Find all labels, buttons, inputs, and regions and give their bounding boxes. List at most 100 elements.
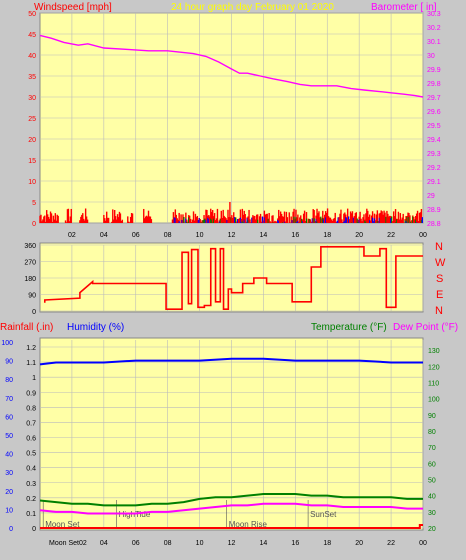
humidity-y-axis: 0 10 20 30 40 50 60 70 80 90 100 xyxy=(1,340,13,533)
barometer-y-tick-label: 29.5 xyxy=(427,123,441,130)
barometer-y-tick-label: 29.7 xyxy=(427,95,441,102)
rainfall-y-tick-label: 0.7 xyxy=(26,420,36,427)
wind-y-tick-label: 30 xyxy=(28,95,36,102)
rainfall-y-tick-label: 1.1 xyxy=(26,360,36,367)
rainfall-y-tick-label: 0.2 xyxy=(26,496,36,503)
wind-x-tick-label: 08 xyxy=(164,232,172,239)
humidity-y-tick-label: 30 xyxy=(5,470,13,477)
barometer-y-axis: 28.8 28.9 29 29.1 29.2 29.3 29.4 29.5 29.6 29.7 29… xyxy=(427,11,441,228)
rainfall-y-axis: 0 0.1 0.2 0.3 0.4 0.5 0.6 0.7 0.8 0.9 1 1.1 1.2 xyxy=(26,345,36,533)
wind-x-axis: 02 04 06 08 10 12 14 16 18 20 22 00 xyxy=(68,232,427,239)
direction-y-tick-label: 360 xyxy=(24,243,36,250)
barometer-y-tick-label: 29 xyxy=(427,193,435,200)
wind-x-tick-label: 18 xyxy=(323,232,331,239)
rainfall-y-tick-label: 0.6 xyxy=(26,436,36,443)
temperature-x-tick-label: 20 xyxy=(355,540,363,547)
dew-point-line xyxy=(39,502,423,515)
compass-s: S xyxy=(436,273,443,285)
event-label: SunSet xyxy=(310,510,337,519)
barometer-y-tick-label: 29.3 xyxy=(427,151,441,158)
rainfall-title: Rainfall (.in) xyxy=(0,322,53,333)
wind-grid xyxy=(40,12,424,224)
humidity-y-tick-label: 60 xyxy=(5,414,13,421)
temperature-x-tick-label: 18 xyxy=(323,540,331,547)
temperature-x-first-label: Moon Set02 xyxy=(49,540,87,547)
wind-x-tick-label: 20 xyxy=(355,232,363,239)
direction-series xyxy=(43,246,423,310)
temperature-y-tick-label: 50 xyxy=(428,477,436,484)
rainfall-y-tick-label: 0.3 xyxy=(26,481,36,488)
rainfall-y-tick-label: 0.9 xyxy=(26,390,36,397)
wind-y-tick-label: 10 xyxy=(28,179,36,186)
direction-grid xyxy=(40,244,424,312)
temperature-y-tick-label: 90 xyxy=(428,413,436,420)
temperature-x-axis: Moon Set02 04 06 08 10 12 14 16 18 20 22 00 xyxy=(49,540,427,547)
temperature-x-tick-label: 16 xyxy=(291,540,299,547)
humidity-y-tick-label: 0 xyxy=(9,526,13,533)
temperature-x-tick-label: 14 xyxy=(260,540,268,547)
temperature-x-tick-label: 08 xyxy=(164,540,172,547)
wind-x-tick-label: 04 xyxy=(100,232,108,239)
humidity-title: Humidity (%) xyxy=(67,322,124,333)
humidity-y-tick-label: 70 xyxy=(5,396,13,403)
rainfall-y-tick-label: 0.4 xyxy=(26,466,36,473)
wind-x-tick-label: 16 xyxy=(291,232,299,239)
humidity-y-tick-label: 40 xyxy=(5,452,13,459)
temperature-y-tick-label: 120 xyxy=(428,364,440,371)
temperature-x-tick-label: 04 xyxy=(100,540,108,547)
wind-bars xyxy=(39,202,424,223)
temperature-line xyxy=(39,493,423,507)
temperature-y-tick-label: 100 xyxy=(428,397,440,404)
temperature-y-axis: 20 30 40 50 60 70 80 90 100 110 120 130 xyxy=(428,348,440,533)
barometer-y-tick-label: 29.4 xyxy=(427,137,441,144)
wind-y-tick-label: 25 xyxy=(28,116,36,123)
dewpoint-title: Dew Point (°F) xyxy=(393,322,458,333)
humidity-y-tick-label: 80 xyxy=(5,377,13,384)
wind-y-axis: 0 5 10 15 20 25 30 35 40 45 50 xyxy=(28,11,36,228)
temperature-y-tick-label: 20 xyxy=(428,526,436,533)
temperature-y-tick-label: 40 xyxy=(428,494,436,501)
rainfall-y-tick-label: 1 xyxy=(32,375,36,382)
rainfall-line xyxy=(40,523,423,529)
temperature-x-tick-label: 00 xyxy=(419,540,427,547)
barometer-y-tick-label: 29.1 xyxy=(427,179,441,186)
wind-x-tick-label: 00 xyxy=(419,232,427,239)
wind-y-tick-label: 0 xyxy=(32,221,36,228)
temperature-y-tick-label: 70 xyxy=(428,445,436,452)
barometer-y-tick-label: 29.9 xyxy=(427,67,441,74)
temperature-y-tick-label: 80 xyxy=(428,429,436,436)
compass-labels: N W S E N xyxy=(435,241,446,317)
barometer-y-tick-label: 29.6 xyxy=(427,109,441,116)
barometer-line xyxy=(39,34,424,98)
barometer-y-tick-label: 30.1 xyxy=(427,39,441,46)
barometer-y-tick-label: 28.8 xyxy=(427,221,441,228)
barometer-series xyxy=(39,34,424,98)
wind-x-tick-label: 12 xyxy=(228,232,236,239)
wind-x-tick-label: 02 xyxy=(68,232,76,239)
compass-e: E xyxy=(436,289,443,301)
compass-n-top: N xyxy=(435,241,443,253)
direction-line xyxy=(43,246,423,310)
temperature-x-tick-label: 06 xyxy=(132,540,140,547)
wind-x-tick-label: 06 xyxy=(132,232,140,239)
barometer-y-tick-label: 29.8 xyxy=(427,81,441,88)
compass-n-bottom: N xyxy=(435,305,443,317)
humidity-y-tick-label: 50 xyxy=(5,433,13,440)
wind-y-tick-label: 50 xyxy=(28,11,36,18)
wind-y-tick-label: 40 xyxy=(28,53,36,60)
direction-y-tick-label: 90 xyxy=(28,293,36,300)
humidity-y-tick-label: 10 xyxy=(5,507,13,514)
temperature-x-tick-label: 10 xyxy=(196,540,204,547)
direction-y-tick-label: 180 xyxy=(24,276,36,283)
rainfall-y-tick-label: 0.8 xyxy=(26,405,36,412)
humidity-y-tick-label: 90 xyxy=(5,359,13,366)
barometer-title: Barometer [ in] xyxy=(371,2,437,13)
temperature-x-tick-label: 22 xyxy=(387,540,395,547)
direction-panel: 0 90 180 270 360 xyxy=(24,242,424,316)
humidity-line xyxy=(39,357,423,366)
barometer-y-tick-label: 28.9 xyxy=(427,207,441,214)
wind-x-tick-label: 10 xyxy=(196,232,204,239)
